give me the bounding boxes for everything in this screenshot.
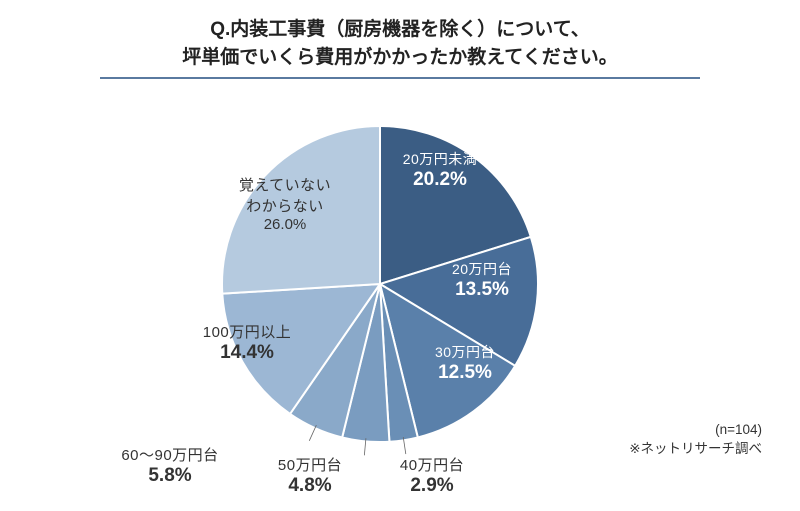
slice-percent: 20.2% — [385, 169, 495, 191]
slice-label: 100万円以上14.4% — [192, 321, 302, 364]
slice-name: 100万円以上 — [192, 321, 302, 342]
slice-label: 覚えていない わからない26.0% — [230, 174, 340, 233]
slice-name: 20万円台 — [427, 259, 537, 279]
slice-label: 20万円未満20.2% — [385, 149, 495, 191]
slice-label: 50万円台4.8% — [255, 454, 365, 497]
footnote: (n=104) ※ネットリサーチ調べ — [629, 421, 762, 459]
slice-percent: 14.4% — [192, 342, 302, 364]
slice-name: 50万円台 — [255, 454, 365, 475]
slice-percent: 4.8% — [255, 475, 365, 497]
slice-percent: 26.0% — [230, 216, 340, 233]
title-line-2: 坪単価でいくら費用がかかったか教えてください。 — [182, 47, 617, 68]
slice-label: 20万円台13.5% — [427, 259, 537, 301]
footnote-n: (n=104) — [715, 422, 762, 437]
slice-name: 30万円台 — [410, 342, 520, 362]
slice-label: 30万円台12.5% — [410, 342, 520, 384]
slice-percent: 5.8% — [115, 465, 225, 487]
slice-percent: 12.5% — [410, 362, 520, 384]
title-line-1: Q.内装工事費（厨房機器を除く）について、 — [210, 19, 590, 40]
slice-name: 40万円台 — [377, 454, 487, 475]
slice-name: 60〜90万円台 — [115, 444, 225, 465]
chart-title: Q.内装工事費（厨房機器を除く）について、 坪単価でいくら費用がかかったか教えて… — [0, 0, 800, 71]
title-underline — [100, 77, 700, 79]
footnote-source: ※ネットリサーチ調べ — [629, 441, 762, 456]
slice-label: 60〜90万円台5.8% — [115, 444, 225, 487]
slice-label: 40万円台2.9% — [377, 454, 487, 497]
slice-percent: 13.5% — [427, 279, 537, 301]
slice-name: 覚えていない わからない — [230, 174, 340, 216]
slice-name: 20万円未満 — [385, 149, 495, 169]
slice-percent: 2.9% — [377, 475, 487, 497]
